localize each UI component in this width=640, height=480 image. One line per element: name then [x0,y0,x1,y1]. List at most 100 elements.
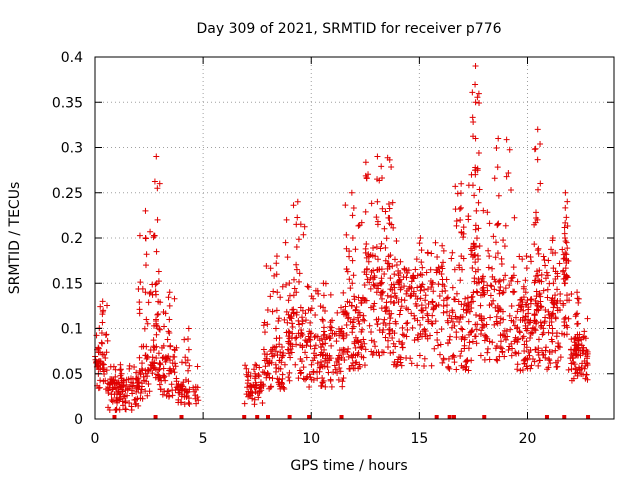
data-point [524,355,531,362]
data-point [368,337,375,344]
data-point [139,360,146,367]
data-point [252,379,259,386]
data-point [520,285,527,292]
data-point [153,153,160,160]
data-point [472,244,479,251]
data-point [142,207,149,214]
data-point [178,393,185,400]
data-point [575,299,582,306]
data-point [250,366,257,373]
data-point [374,176,381,183]
data-point [93,332,100,339]
data-point [367,285,374,292]
data-point [418,283,425,290]
data-point [522,289,529,296]
data-point [103,367,110,374]
data-point [439,288,446,295]
data-point [383,235,390,242]
data-point [523,265,530,272]
data-point [480,278,487,285]
data-point [153,355,160,362]
data-point [403,305,410,312]
data-point [424,285,431,292]
data-point [535,277,542,284]
data-point [289,320,296,327]
data-point [580,334,587,341]
data-point [422,292,429,299]
data-point [149,354,156,361]
data-point [442,287,449,294]
data-point [103,349,110,356]
data-point [574,289,581,296]
data-point [495,307,502,314]
data-point [386,307,393,314]
data-point [391,290,398,297]
data-point [457,313,464,320]
data-point [542,275,549,282]
data-point [398,284,405,291]
x-tick-label: 10 [302,431,320,447]
data-point [534,247,541,254]
data-point [374,321,381,328]
data-point [435,281,442,288]
data-point [559,246,566,253]
data-point [451,359,458,366]
data-point [371,338,378,345]
data-point [262,363,269,370]
data-point [185,367,192,374]
data-point [535,300,542,307]
data-point [151,364,158,371]
data-point [284,254,291,261]
baseline-marker [586,415,591,419]
data-point [439,359,446,366]
data-point [270,288,277,295]
data-point [470,298,477,305]
data-point [348,189,355,196]
data-point [107,376,114,383]
data-point [423,269,430,276]
data-point [351,293,358,300]
data-point [378,240,385,247]
data-point [307,374,314,381]
data-point [449,284,456,291]
data-point [527,330,534,337]
data-point [438,326,445,333]
data-point [155,350,162,357]
data-point [175,399,182,406]
data-point [122,406,129,413]
data-point [393,294,400,301]
data-point [474,321,481,328]
data-point [161,323,168,330]
data-point [475,199,482,206]
data-point [182,354,189,361]
data-point [399,339,406,346]
data-point [436,293,443,300]
data-point [570,375,577,382]
data-point [368,200,375,207]
data-point [571,361,578,368]
data-point [565,366,572,373]
data-point [144,353,151,360]
data-point [143,316,150,323]
data-point [484,209,491,216]
data-point [537,304,544,311]
data-point [489,273,496,280]
data-point [287,345,294,352]
data-point [350,365,357,372]
baseline-marker [266,415,270,419]
data-point [468,328,475,335]
data-point [244,380,251,387]
data-point [142,388,149,395]
data-point [283,281,290,288]
data-point [428,320,435,327]
data-point [473,235,480,242]
data-point [472,333,479,340]
data-point [478,327,485,334]
data-point [564,198,571,205]
data-point [574,320,581,327]
data-point [360,354,367,361]
data-point [511,338,518,345]
data-point [302,310,309,317]
data-point [359,343,366,350]
data-point [413,256,420,263]
